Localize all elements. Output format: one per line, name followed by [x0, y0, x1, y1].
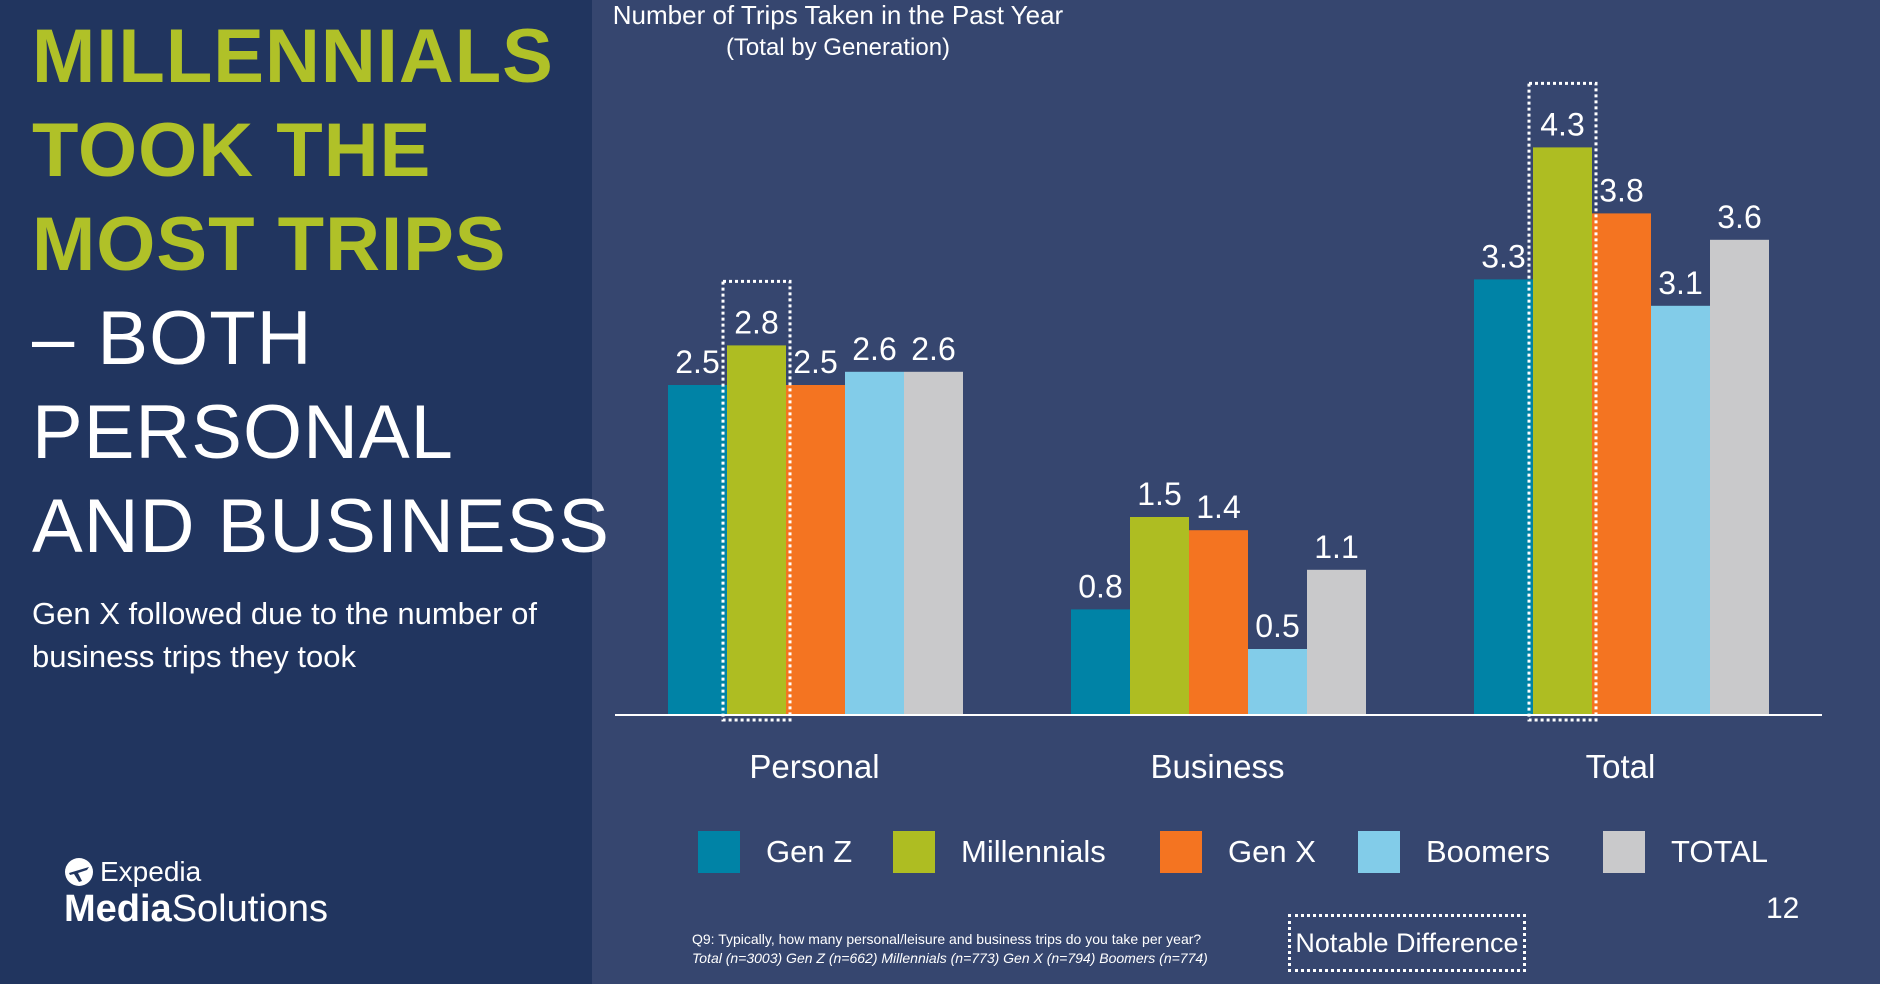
bar [1189, 530, 1248, 715]
data-label: 4.3 [1540, 106, 1584, 142]
legend-label: Boomers [1426, 834, 1551, 869]
bar [1307, 569, 1366, 715]
category-label: Personal [749, 748, 879, 785]
data-label: 1.4 [1196, 489, 1240, 525]
legend-swatch [1160, 831, 1202, 873]
headline-accent: MILLENNIALS TOOK THE MOST TRIPS [32, 10, 554, 292]
bar [786, 385, 845, 715]
legend-swatch [1603, 831, 1645, 873]
headline-line: TOOK THE [32, 108, 432, 193]
bar [1474, 279, 1533, 715]
data-label: 3.8 [1599, 172, 1643, 208]
headline-line: PERSONAL [32, 390, 454, 475]
bar [1592, 213, 1651, 715]
legend-label: Millennials [961, 834, 1106, 869]
data-label: 3.1 [1658, 265, 1702, 301]
bar [845, 371, 904, 715]
footnote-question: Q9: Typically, how many personal/leisure… [692, 931, 1202, 947]
footnote-sample-sizes: Total (n=3003) Gen Z (n=662) Millennials… [692, 950, 1208, 966]
data-label: 1.5 [1137, 476, 1181, 512]
logo-product-bold: Media [64, 888, 172, 930]
data-label: 0.8 [1078, 568, 1122, 604]
data-label: 1.1 [1314, 529, 1358, 565]
logo-product-light: Solutions [171, 888, 329, 930]
legend-swatch [893, 831, 935, 873]
category-label: Business [1151, 748, 1285, 785]
legend-label: TOTAL [1671, 834, 1769, 869]
page-number: 12 [1766, 892, 1800, 925]
logo-brand: Expedia [100, 856, 202, 887]
data-label: 2.5 [793, 344, 837, 380]
bar [1651, 305, 1710, 715]
headline-white: – BOTH PERSONAL AND BUSINESS [32, 292, 610, 574]
plane-globe-icon [65, 858, 93, 886]
data-label: 2.6 [852, 331, 896, 367]
bar [904, 371, 963, 715]
footnote: Q9: Typically, how many personal/leisure… [692, 930, 1208, 968]
bar [1710, 239, 1769, 716]
data-label: 3.6 [1717, 199, 1761, 235]
legend-label: Gen X [1228, 834, 1316, 869]
bar [1071, 609, 1130, 715]
bar [668, 385, 727, 715]
data-label: 3.3 [1481, 238, 1525, 274]
legend-swatch [1358, 831, 1400, 873]
chart-title: Number of Trips Taken in the Past Year [612, 0, 1064, 30]
notable-difference-key: Notable Difference [1288, 914, 1526, 972]
headline-line: – BOTH [32, 296, 313, 381]
chart-subtitle: (Total by Generation) [725, 34, 951, 61]
notable-difference-highlight [1527, 81, 1598, 722]
headline-line: MILLENNIALS [32, 14, 554, 99]
headline-line: MOST TRIPS [32, 202, 507, 287]
bar [1533, 147, 1592, 715]
bar [727, 345, 786, 715]
data-label: 2.8 [734, 304, 778, 340]
bar-chart: 2.5 2.8 2.5 2.6 2.6 Personal 0.8 1.5 1.4 0.5 1.1 Bu… [615, 81, 1822, 785]
bar [1248, 649, 1307, 715]
subtext: Gen X followed due to the number of busi… [32, 596, 537, 674]
legend-label: Gen Z [766, 834, 853, 869]
headline-line: AND BUSINESS [32, 484, 610, 569]
data-label: 2.5 [675, 344, 719, 380]
category-label: Total [1586, 748, 1656, 785]
data-label: 2.6 [911, 331, 955, 367]
bar [1130, 517, 1189, 715]
legend-swatch [698, 831, 740, 873]
left-panel: MILLENNIALS TOOK THE MOST TRIPS – BOTH P… [0, 0, 609, 984]
data-label: 0.5 [1255, 608, 1299, 644]
